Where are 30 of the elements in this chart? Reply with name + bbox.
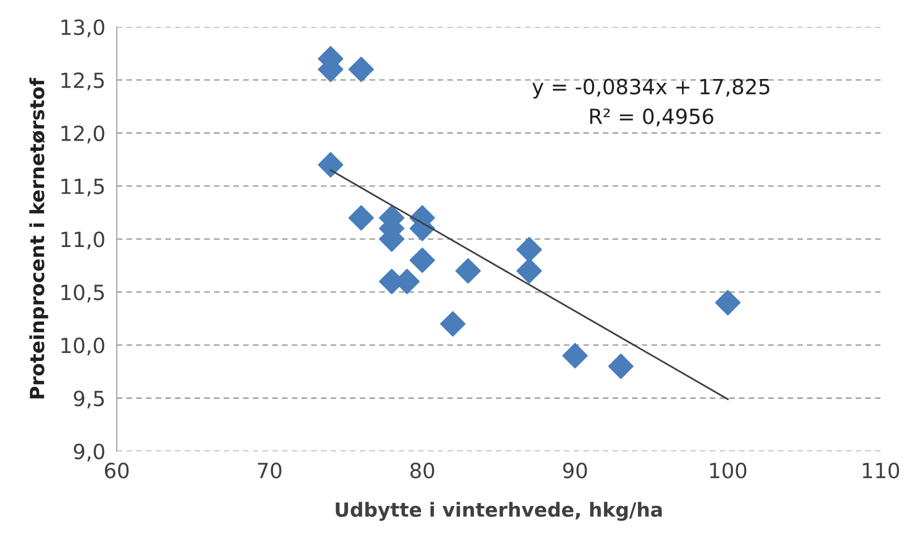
point [455, 258, 481, 284]
y-tick-label: 9,5 [74, 390, 104, 408]
y-tick-label: 11,5 [62, 178, 104, 196]
point [516, 236, 542, 262]
point [562, 342, 588, 368]
y-tick-label: 9,0 [74, 444, 104, 462]
y-tick-label: 11,0 [62, 232, 104, 250]
point [348, 205, 374, 231]
point [715, 290, 741, 316]
x-tick-label: 90 [563, 462, 587, 478]
annotation: y = -0,0834x + 17,825 [532, 78, 770, 99]
x-axis-title: Udbytte i vinterhvede, hkg/ha [336, 502, 662, 521]
point [608, 354, 634, 380]
point [440, 311, 466, 337]
point [410, 248, 435, 273]
annotation: R² = 0,4956 [590, 108, 714, 126]
x-tick-label: 60 [104, 462, 129, 478]
y-tick-label: 10,5 [62, 284, 104, 302]
y-axis-title: Proteinprocent i kernetørstof [29, 78, 48, 398]
x-tick-label: 70 [258, 462, 282, 478]
y-tick-label: 13,0 [62, 19, 104, 38]
x-tick-label: 110 [862, 462, 900, 478]
y-tick-label: 12,0 [62, 125, 104, 144]
point [318, 152, 344, 178]
y-tick-label: 10,0 [62, 338, 104, 356]
point [348, 56, 374, 82]
y-tick-label: 12,5 [62, 72, 104, 90]
x-tick-label: 80 [410, 462, 434, 478]
x-tick-label: 100 [710, 462, 746, 478]
point [516, 258, 542, 284]
